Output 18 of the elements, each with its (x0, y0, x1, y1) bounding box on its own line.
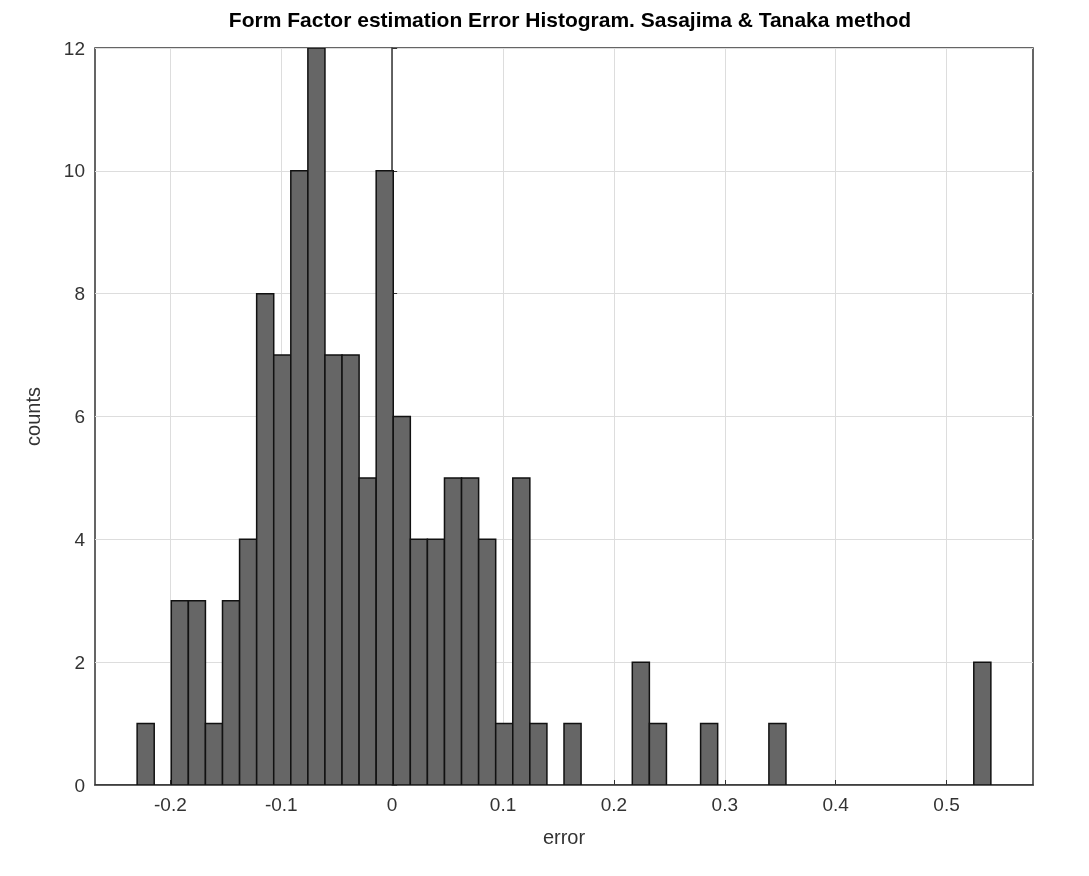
y-tick-label: 12 (63, 37, 85, 59)
x-tick-label: 0.5 (933, 794, 960, 815)
x-tick-label: 0.2 (600, 794, 628, 815)
x-tick-label: 0.1 (489, 794, 517, 815)
y-axis-title: counts (22, 387, 44, 446)
x-tick-label: 0.3 (711, 794, 738, 815)
x-tick-label: 0 (386, 794, 398, 815)
y-tick-label: 8 (74, 283, 85, 305)
y-tick-label: 2 (74, 651, 85, 673)
x-tick-label: 0.4 (822, 794, 850, 815)
y-tick-label: 6 (74, 406, 85, 427)
y-tick-label: 0 (74, 774, 85, 796)
x-tick-label: -0.2 (154, 794, 187, 815)
chart-title: Form Factor estimation Error Histogram. Sasajima & Tanaka method (228, 8, 912, 31)
x-tick-label: -0.1 (264, 794, 298, 815)
x-axis-title: error (542, 826, 586, 848)
y-tick-label: 4 (74, 528, 86, 550)
y-tick-label: 10 (63, 160, 85, 182)
